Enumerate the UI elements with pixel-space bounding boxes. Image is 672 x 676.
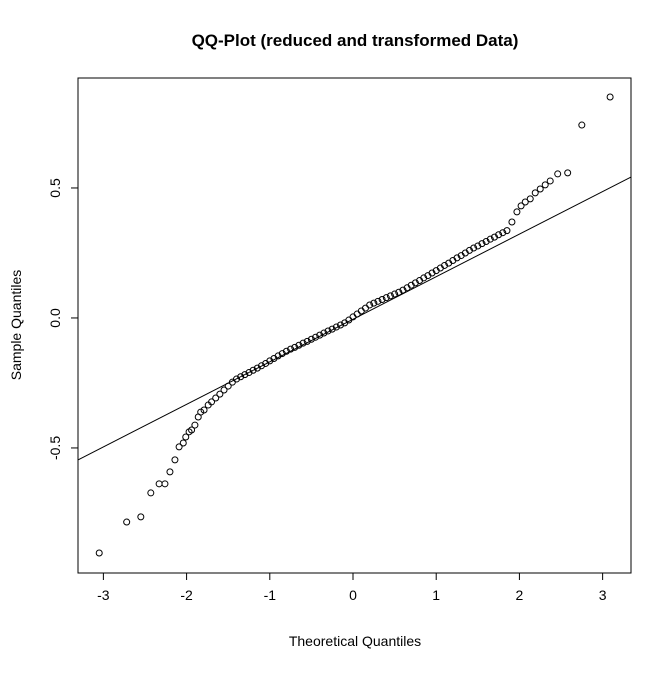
point [337, 321, 345, 329]
point [241, 371, 249, 379]
point [291, 343, 299, 351]
x-tick-label: -2 [180, 587, 193, 603]
point [499, 229, 507, 237]
x-tick-label: -1 [264, 587, 277, 603]
point [282, 347, 290, 355]
point [328, 325, 336, 333]
point [564, 169, 572, 177]
point [526, 195, 534, 203]
point [188, 426, 196, 434]
point [517, 202, 525, 210]
point [521, 198, 529, 206]
x-tick-label: 3 [599, 587, 607, 603]
x-tick-label: 2 [516, 587, 524, 603]
point [147, 489, 155, 497]
point [237, 373, 245, 381]
point [171, 456, 179, 464]
point [357, 307, 365, 315]
point [395, 288, 403, 296]
point [316, 331, 324, 339]
y-tick-label: -0.5 [47, 436, 63, 460]
point [175, 443, 183, 451]
point [216, 390, 224, 398]
point [366, 301, 374, 309]
point [386, 292, 394, 300]
point [191, 421, 199, 429]
point [606, 93, 614, 101]
point [503, 227, 511, 235]
point [536, 185, 544, 193]
point [374, 297, 382, 305]
point [295, 341, 303, 349]
point [486, 235, 494, 243]
point [546, 177, 554, 185]
x-tick-label: -3 [97, 587, 110, 603]
point [554, 170, 562, 178]
point [378, 296, 386, 304]
point [95, 549, 103, 557]
point [208, 398, 216, 406]
point [478, 240, 486, 248]
point [312, 333, 320, 341]
point [578, 121, 586, 129]
point [353, 310, 361, 318]
point [249, 366, 257, 374]
point [182, 433, 190, 441]
point [155, 480, 163, 488]
x-tick-label: 1 [432, 587, 440, 603]
point [541, 181, 549, 189]
point [513, 208, 521, 216]
point [123, 518, 131, 526]
point [307, 335, 315, 343]
point [287, 345, 295, 353]
x-tick-label: 0 [349, 587, 357, 603]
point [224, 382, 232, 390]
chart-title: QQ-Plot (reduced and transformed Data) [192, 31, 519, 50]
point [361, 304, 369, 312]
point [220, 386, 228, 394]
point [166, 468, 174, 476]
x-axis-label: Theoretical Quantiles [289, 633, 421, 649]
y-tick-label: 0.5 [47, 178, 63, 198]
point [531, 189, 539, 197]
point [212, 394, 220, 402]
point [179, 439, 187, 447]
point [370, 299, 378, 307]
y-tick-label: 0.0 [47, 308, 63, 328]
point [470, 244, 478, 252]
point [508, 218, 516, 226]
point [324, 327, 332, 335]
reference-line [77, 176, 632, 461]
y-axis-label: Sample Quantiles [8, 270, 24, 381]
point [320, 329, 328, 337]
point [137, 513, 145, 521]
point [200, 406, 208, 414]
point [495, 231, 503, 239]
point [299, 339, 307, 347]
point [332, 323, 340, 331]
point [391, 290, 399, 298]
point [303, 337, 311, 345]
plot-box [77, 77, 632, 574]
point [161, 480, 169, 488]
point [382, 294, 390, 302]
